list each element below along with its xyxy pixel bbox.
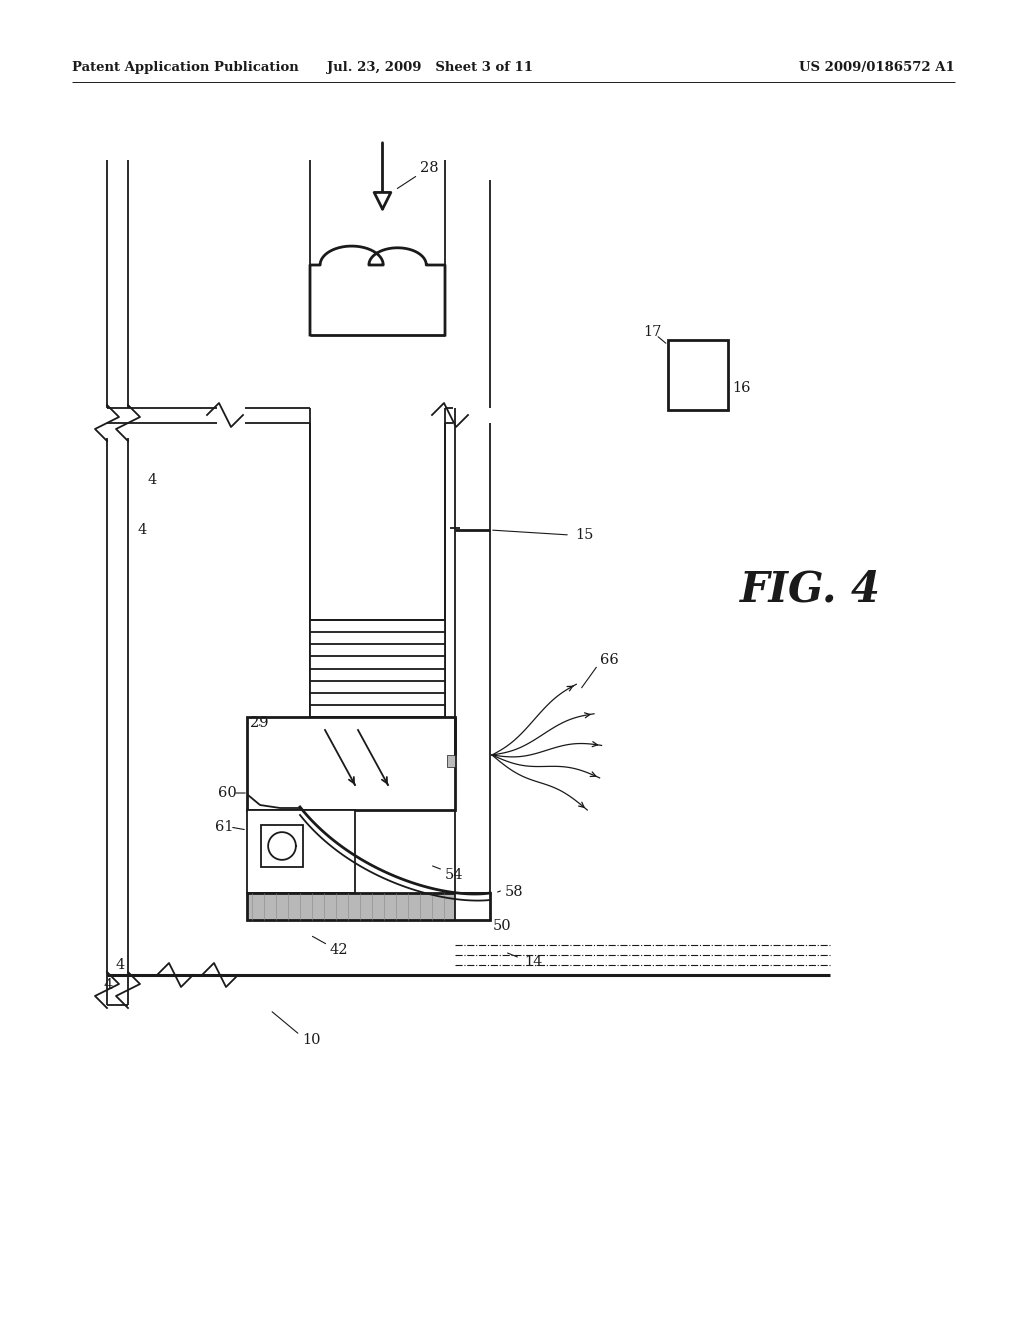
- Text: 10: 10: [302, 1034, 321, 1047]
- Bar: [447, 755, 455, 767]
- Text: 4: 4: [148, 473, 158, 487]
- Text: 4: 4: [115, 958, 124, 972]
- Text: 4: 4: [103, 978, 113, 993]
- Text: 61: 61: [215, 820, 233, 834]
- Text: 60: 60: [218, 785, 237, 800]
- Text: FIG. 4: FIG. 4: [739, 569, 881, 611]
- Text: 42: 42: [330, 942, 348, 957]
- Text: 66: 66: [600, 653, 618, 667]
- Bar: [247, 894, 490, 920]
- Bar: [668, 341, 728, 411]
- Text: 29: 29: [250, 715, 268, 730]
- Text: 58: 58: [505, 884, 523, 899]
- Text: 16: 16: [732, 381, 751, 395]
- Text: Patent Application Publication: Patent Application Publication: [72, 62, 299, 74]
- Bar: [310, 620, 445, 717]
- Text: 4: 4: [138, 523, 147, 537]
- Text: Jul. 23, 2009   Sheet 3 of 11: Jul. 23, 2009 Sheet 3 of 11: [327, 62, 534, 74]
- Bar: [261, 825, 303, 867]
- Text: 17: 17: [643, 325, 662, 339]
- Text: 50: 50: [493, 919, 512, 933]
- Bar: [455, 894, 490, 920]
- Text: US 2009/0186572 A1: US 2009/0186572 A1: [800, 62, 955, 74]
- Bar: [247, 810, 355, 894]
- Text: 14: 14: [524, 954, 543, 969]
- Text: 15: 15: [575, 528, 593, 543]
- Text: 54: 54: [445, 869, 464, 882]
- Text: 28: 28: [420, 161, 438, 176]
- Bar: [247, 717, 455, 810]
